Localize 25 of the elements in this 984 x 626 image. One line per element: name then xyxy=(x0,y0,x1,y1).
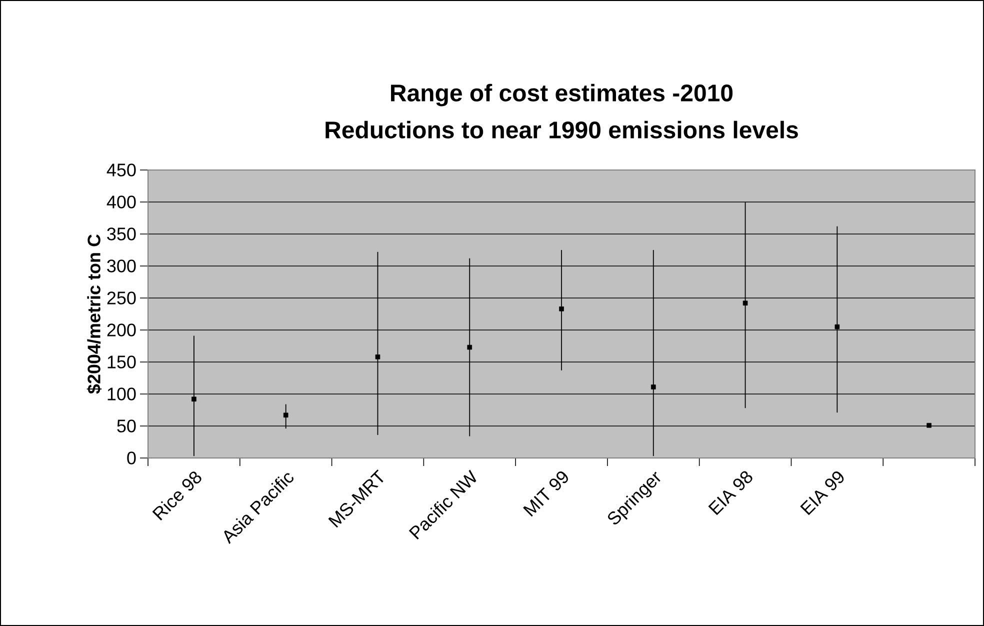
point xyxy=(467,344,472,350)
y-tick-label: 150 xyxy=(108,356,136,368)
point xyxy=(650,384,656,390)
y-tick-label: 0 xyxy=(127,452,136,464)
point xyxy=(192,396,196,402)
chart-subtitle: Reductions to near 1990 emissions levels xyxy=(326,120,798,138)
y-tick-label: 300 xyxy=(107,260,136,272)
point xyxy=(375,354,380,360)
y-tick-label: 50 xyxy=(117,420,136,432)
y-tick-label: 350 xyxy=(107,228,136,240)
x-tick-label: EIA 98 xyxy=(708,471,752,516)
point xyxy=(559,306,564,312)
point xyxy=(283,412,288,418)
y-tick-label: 250 xyxy=(107,292,136,304)
chart-title: Range of cost estimates -2010 xyxy=(391,84,733,106)
point xyxy=(742,300,748,306)
x-tick-label: EIA 99 xyxy=(800,471,844,516)
x-tick-label: Rice 98 xyxy=(152,472,202,520)
y-tick-label: 400 xyxy=(106,196,136,208)
y-tick-label: 100 xyxy=(108,388,136,400)
x-tick-label: MIT 99 xyxy=(523,471,568,517)
point xyxy=(834,324,840,330)
y-axis-title: $2004/metric ton C xyxy=(86,234,102,394)
y-tick-label: 200 xyxy=(107,324,136,336)
y-tick-label: 450 xyxy=(106,164,136,176)
